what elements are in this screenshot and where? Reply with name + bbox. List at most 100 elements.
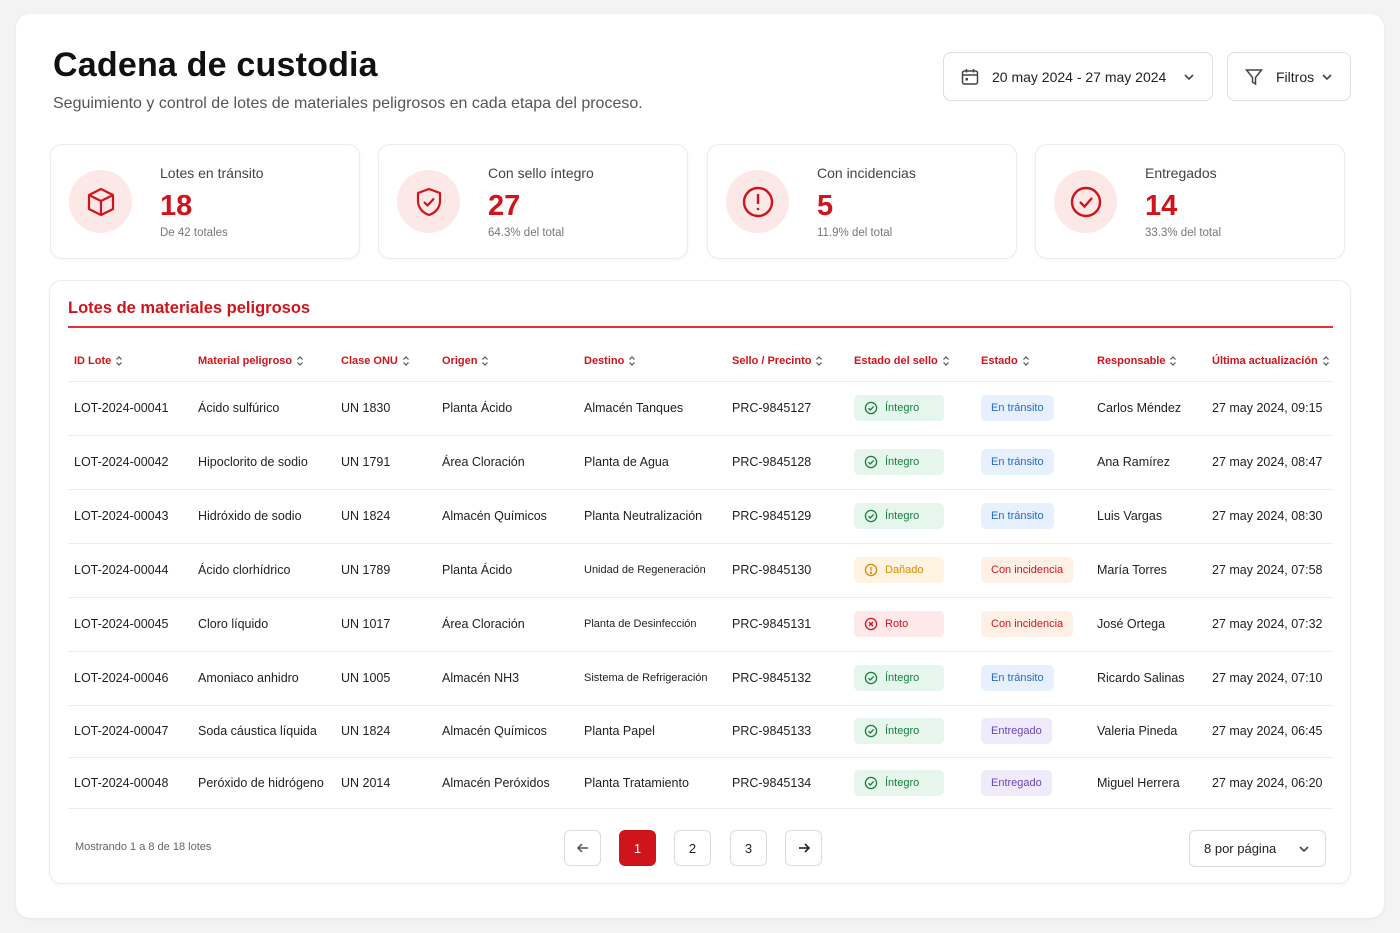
page-button-3[interactable]: 3: [730, 830, 767, 866]
table-row[interactable]: LOT-2024-00046 Amoniaco anhidro UN 1005 Alm…: [68, 651, 1333, 706]
seal-number: PRC-9845130: [732, 563, 812, 577]
origin: Planta Ácido: [442, 401, 513, 415]
stat-value: 27: [488, 190, 521, 222]
per-page-select[interactable]: 8 por página: [1189, 830, 1326, 867]
check-circle-icon: [864, 455, 878, 469]
table-row[interactable]: LOT-2024-00048 Peróxido de hidrógeno UN 20…: [68, 757, 1333, 809]
sort-icon: [1170, 355, 1177, 366]
stat-card-in-transit: Lotes en tránsito 18 De 42 totales: [50, 144, 360, 259]
owner-cell: Ricardo Salinas: [1091, 651, 1206, 706]
filters-label: Filtros: [1276, 68, 1315, 85]
un-class: UN 1824: [341, 509, 391, 523]
batch-id-cell: LOT-2024-00042: [68, 435, 192, 490]
stat-label: Lotes en tránsito: [160, 165, 264, 181]
stat-sub: De 42 totales: [160, 227, 228, 239]
destination: Planta Tratamiento: [584, 775, 689, 790]
updated-cell: 27 may 2024, 08:30: [1206, 489, 1333, 544]
filters-button[interactable]: Filtros: [1227, 52, 1351, 101]
updated-cell: 27 may 2024, 06:45: [1206, 705, 1333, 758]
origin-cell: Área Cloración: [436, 435, 578, 490]
column-header[interactable]: Clase ONU: [335, 341, 436, 382]
pagination-summary: Mostrando 1 a 8 de 18 lotes: [75, 841, 212, 853]
seal-number: PRC-9845132: [732, 671, 812, 685]
owner-name: Ana Ramírez: [1097, 455, 1170, 469]
date-range-picker[interactable]: 20 may 2024 - 27 may 2024: [943, 52, 1213, 101]
sort-icon: [402, 355, 409, 366]
column-header-label: Clase ONU: [341, 354, 398, 367]
origin-cell: Almacén Químicos: [436, 489, 578, 544]
column-header-label: Estado: [981, 354, 1018, 367]
seal-state-cell: Roto: [848, 597, 975, 652]
page-button-2[interactable]: 2: [674, 830, 711, 866]
material-name-cell: Soda cáustica líquida: [192, 705, 335, 758]
origin: Almacén Peróxidos: [442, 775, 550, 790]
seal-state-badge: Íntegro: [854, 769, 944, 796]
column-header-label: Responsable: [1097, 354, 1166, 367]
seal-state-label: Íntegro: [885, 725, 920, 737]
origin-cell: Almacén NH3: [436, 651, 578, 706]
column-header[interactable]: ID Lote: [68, 341, 192, 382]
status-cell: En tránsito: [975, 381, 1091, 436]
column-header[interactable]: Sello / Precinto: [726, 341, 848, 382]
per-page-label: 8 por página: [1204, 841, 1277, 856]
column-header[interactable]: Material peligroso: [192, 341, 335, 382]
batch-id: LOT-2024-00046: [74, 671, 169, 685]
seal-state-cell: Íntegro: [848, 757, 975, 809]
table-row[interactable]: LOT-2024-00045 Cloro líquido UN 1017 Área C…: [68, 597, 1333, 652]
chevron-down-icon: [1184, 73, 1194, 80]
arrow-right-icon: [798, 843, 810, 853]
column-header[interactable]: Destino: [578, 341, 726, 382]
sort-icon: [482, 355, 489, 366]
table-row[interactable]: LOT-2024-00043 Hidróxido de sodio UN 1824 A…: [68, 489, 1333, 544]
status-cell: Con incidencia: [975, 597, 1091, 652]
origin: Almacén Químicos: [442, 509, 547, 523]
table-row[interactable]: LOT-2024-00041 Ácido sulfúrico UN 1830 Plan…: [68, 381, 1333, 436]
column-header[interactable]: Estado: [975, 341, 1091, 382]
last-updated: 27 may 2024, 09:15: [1212, 401, 1323, 415]
un-class-cell: UN 1830: [335, 381, 436, 436]
sort-icon: [116, 355, 123, 366]
column-header-label: Origen: [442, 354, 478, 367]
material-name-cell: Cloro líquido: [192, 597, 335, 652]
material-name-cell: Ácido sulfúrico: [192, 381, 335, 436]
stat-label: Con sello íntegro: [488, 165, 594, 181]
prev-page-button[interactable]: [564, 830, 601, 866]
material-name: Soda cáustica líquida: [198, 724, 317, 738]
column-header[interactable]: Responsable: [1091, 341, 1206, 382]
column-header[interactable]: Última actualización: [1206, 341, 1333, 382]
origin: Almacén NH3: [442, 671, 520, 685]
alert-circle-icon: [864, 563, 878, 577]
table-row[interactable]: LOT-2024-00044 Ácido clorhídrico UN 1789 Pl…: [68, 543, 1333, 598]
arrow-left-icon: [576, 843, 588, 853]
last-updated: 27 may 2024, 07:10: [1212, 671, 1323, 685]
destination: Planta Neutralización: [584, 509, 703, 523]
owner-name: Carlos Méndez: [1097, 401, 1182, 415]
material-name-cell: Hipoclorito de sodio: [192, 435, 335, 490]
check-circle-icon: [1054, 170, 1117, 233]
page-button-1[interactable]: 1: [619, 830, 656, 866]
seal-number-cell: PRC-9845129: [726, 489, 848, 544]
check-circle-icon: [864, 776, 878, 789]
seal-number: PRC-9845127: [732, 401, 812, 415]
next-page-button[interactable]: [785, 830, 822, 866]
check-circle-icon: [864, 671, 878, 685]
column-header[interactable]: Estado del sello: [848, 341, 975, 382]
origin: Área Cloración: [442, 455, 525, 469]
batch-id-cell: LOT-2024-00043: [68, 489, 192, 544]
seal-number-cell: PRC-9845132: [726, 651, 848, 706]
status-badge: En tránsito: [981, 665, 1054, 691]
table-row[interactable]: LOT-2024-00047 Soda cáustica líquida UN 18…: [68, 705, 1333, 758]
batches-panel: Lotes de materiales peligrosos ID Lote Ma…: [49, 280, 1351, 884]
seal-state-label: Íntegro: [885, 402, 920, 414]
un-class: UN 1824: [341, 724, 391, 738]
batch-id: LOT-2024-00043: [74, 509, 169, 523]
table-row[interactable]: LOT-2024-00042 Hipoclorito de sodio UN 179…: [68, 435, 1333, 490]
destination-cell: Planta Papel: [578, 705, 726, 758]
seal-state-cell: Íntegro: [848, 489, 975, 544]
owner-name: Miguel Herrera: [1097, 775, 1180, 790]
destination-cell: Planta Tratamiento: [578, 757, 726, 809]
column-header[interactable]: Origen: [436, 341, 578, 382]
destination: Planta Papel: [584, 724, 655, 738]
destination-cell: Planta de Agua: [578, 435, 726, 490]
status-badge: Entregado: [981, 769, 1052, 796]
